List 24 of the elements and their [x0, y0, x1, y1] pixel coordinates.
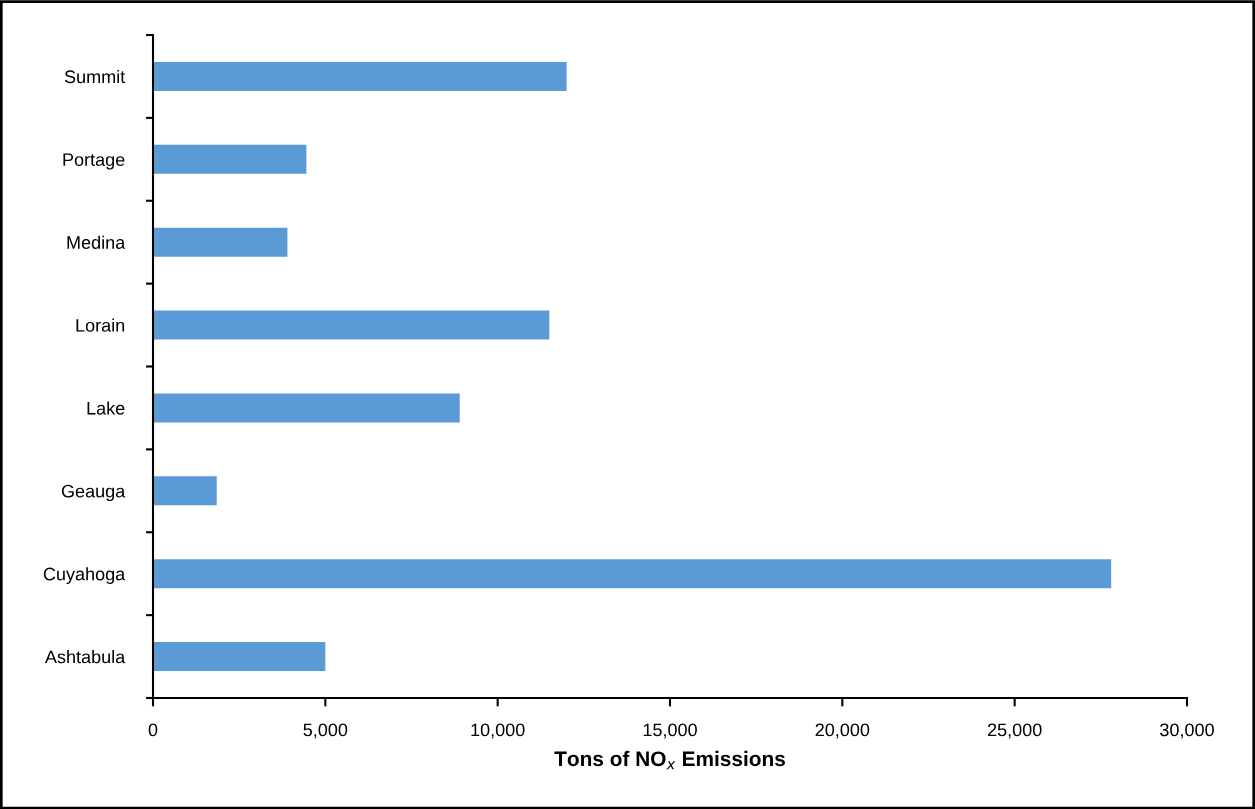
x-tick-label: 10,000 [471, 723, 525, 739]
x-tick-label: 30,000 [1160, 723, 1214, 739]
x-tick-label: 0 [148, 723, 158, 737]
y-tick-label: Ashtabula [44, 650, 126, 664]
y-tick-label: Summit [64, 69, 126, 84]
y-tick-label: Lake [87, 401, 125, 415]
y-tick-label: Geauga [61, 484, 126, 502]
y-tick-label: Lorain [76, 318, 125, 332]
bar [153, 642, 326, 672]
bar [153, 227, 288, 257]
bar [153, 559, 1112, 589]
bar [153, 144, 307, 174]
x-axis-title: Tons of NO$_{x}$ Emissions [554, 750, 785, 770]
bar [153, 476, 217, 506]
x-tick-label: 15,000 [643, 723, 697, 739]
x-tick-label: 5,000 [303, 723, 348, 739]
bar [153, 61, 567, 91]
y-tick-label: Portage [63, 153, 125, 170]
y-tick-label: Cuyahoga [43, 567, 126, 584]
x-tick-label: 25,000 [987, 723, 1042, 739]
bar [153, 393, 460, 423]
y-tick-label: Medina [67, 235, 126, 249]
x-tick-label: 20,000 [815, 723, 870, 739]
bar [153, 310, 550, 340]
